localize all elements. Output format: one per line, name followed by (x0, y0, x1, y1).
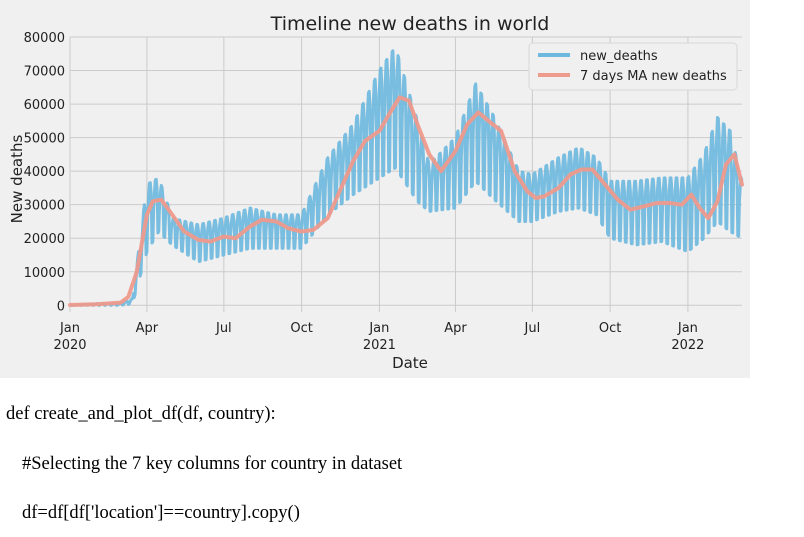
y-tick-label: 80000 (24, 31, 65, 46)
series-line-7-day-ma (68, 95, 744, 307)
y-tick-label: 10000 (24, 266, 65, 281)
x-tick-label: Jul (524, 321, 541, 336)
x-axis-label: Date (392, 354, 428, 372)
x-tick-label: Jan (677, 321, 698, 336)
series-line-new-deaths (69, 49, 744, 307)
x-tick-label: Apr (136, 321, 159, 336)
axis-labels: 0 10000 20000 30000 40000 50000 60000 70000 8000… (24, 31, 705, 353)
x-tick-label: Jul (215, 321, 232, 336)
legend-label-7-day-ma: 7 days MA new deaths (580, 69, 727, 84)
chart-title: Timeline new deaths in world (270, 13, 550, 35)
x-tick-year-label: 2021 (363, 338, 396, 353)
x-tick-label: Apr (444, 321, 467, 336)
timeline-chart: 0 10000 20000 30000 40000 50000 60000 70000 8000… (8, 13, 744, 372)
y-tick-label: 0 (57, 299, 65, 314)
x-tick-label: Jan (59, 321, 80, 336)
y-axis-label: New deaths (8, 135, 26, 224)
code-line-comment: #Selecting the 7 key columns for country… (22, 454, 403, 474)
x-tick-label: Oct (290, 321, 312, 336)
code-line-function-def: def create_and_plot_df(df, country): (6, 404, 276, 424)
chart-figure: 0 10000 20000 30000 40000 50000 60000 70000 8000… (0, 0, 750, 378)
y-tick-label: 50000 (24, 132, 65, 147)
x-tick-label: Jan (368, 321, 389, 336)
y-tick-label: 20000 (24, 232, 65, 247)
x-tick-year-label: 2020 (53, 338, 86, 353)
y-tick-label: 60000 (24, 98, 65, 113)
y-tick-label: 70000 (24, 65, 65, 80)
x-tick-year-label: 2022 (671, 338, 704, 353)
legend-label-new-deaths: new_deaths (580, 49, 658, 64)
code-line-filter: df=df[df['location']==country].copy() (22, 503, 300, 523)
y-tick-label: 40000 (24, 165, 65, 180)
legend-box (528, 42, 738, 91)
y-tick-label: 30000 (24, 199, 65, 214)
legend: new_deaths 7 days MA new deaths (528, 42, 738, 91)
x-tick-label: Oct (599, 321, 621, 336)
series-layer (68, 49, 744, 307)
